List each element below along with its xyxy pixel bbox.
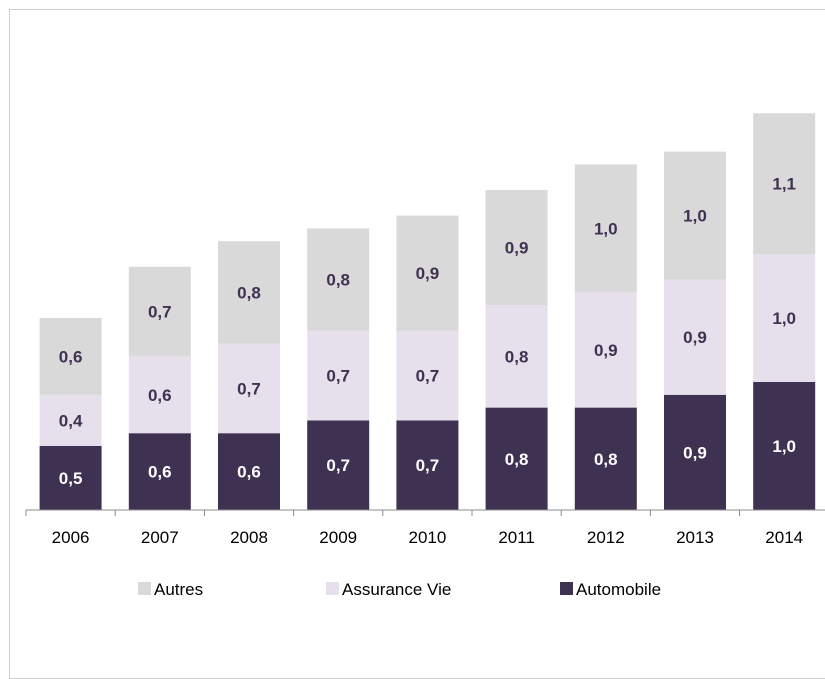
data-label-autres-2006: 0,6 — [59, 347, 83, 366]
legend-swatch-autres — [138, 582, 151, 595]
legend: Autres Assurance Vie Automobile — [138, 580, 661, 599]
data-label-assurance-vie-2007: 0,6 — [148, 386, 172, 405]
bar-automobile-2012 — [574, 407, 637, 510]
bar-automobile-2014 — [753, 382, 816, 510]
data-label-autres-2014: 1,1 — [772, 175, 796, 194]
data-label-autres-2010: 0,9 — [416, 264, 440, 283]
data-label-automobile-2011: 0,8 — [505, 450, 529, 469]
data-label-assurance-vie-2006: 0,4 — [59, 411, 83, 430]
data-label-assurance-vie-2013: 0,9 — [683, 328, 707, 347]
x-tick-label-2011: 2011 — [498, 528, 535, 547]
legend-swatch-assurance-vie — [326, 582, 339, 595]
legend-label-automobile: Automobile — [576, 580, 661, 599]
data-label-autres-2007: 0,7 — [148, 303, 172, 322]
bar-autres-2007 — [128, 266, 191, 357]
data-label-automobile-2014: 1,0 — [772, 437, 796, 456]
data-label-autres-2008: 0,8 — [237, 283, 261, 302]
data-label-autres-2011: 0,9 — [505, 239, 529, 258]
bar-automobile-2006 — [39, 446, 102, 510]
data-label-autres-2012: 1,0 — [594, 219, 618, 238]
data-label-automobile-2013: 0,9 — [683, 443, 707, 462]
bar-automobile-2009 — [307, 420, 370, 510]
bar-assurance-vie-2011 — [485, 305, 548, 408]
bar-assurance-vie-2013 — [664, 279, 726, 395]
bar-automobile-2007 — [128, 433, 191, 510]
bar-autres-2012 — [574, 164, 637, 293]
bar-automobile-2011 — [485, 407, 548, 510]
bar-autres-2013 — [664, 151, 726, 280]
bar-automobile-2010 — [396, 420, 459, 510]
x-tick-label-2010: 2010 — [408, 528, 446, 547]
data-label-autres-2009: 0,8 — [326, 271, 350, 290]
bar-autres-2010 — [396, 215, 459, 331]
bar-autres-2011 — [485, 190, 548, 306]
bar-assurance-vie-2010 — [396, 330, 459, 421]
bar-autres-2009 — [307, 228, 370, 331]
bar-assurance-vie-2009 — [307, 330, 370, 421]
data-label-automobile-2007: 0,6 — [148, 463, 172, 482]
data-label-assurance-vie-2009: 0,7 — [326, 367, 350, 386]
data-label-automobile-2010: 0,7 — [416, 456, 440, 475]
bar-assurance-vie-2014 — [753, 254, 816, 382]
legend-label-autres: Autres — [154, 580, 203, 599]
bar-autres-2008 — [218, 241, 280, 344]
bar-assurance-vie-2006 — [39, 394, 102, 446]
x-tick-label-2008: 2008 — [230, 528, 268, 547]
x-tick-label-2007: 2007 — [141, 528, 179, 547]
bars-layer: 0,5 0,4 0,6 0,6 0,6 0,7 0,6 0,7 0,8 0,7 0,7 0,8 0,7 0… — [39, 113, 816, 510]
x-tick-label-2009: 2009 — [319, 528, 357, 547]
legend-swatch-automobile — [560, 582, 573, 595]
data-label-assurance-vie-2008: 0,7 — [237, 379, 261, 398]
bar-assurance-vie-2008 — [218, 343, 280, 434]
data-label-assurance-vie-2010: 0,7 — [416, 367, 440, 386]
legend-label-assurance-vie: Assurance Vie — [342, 580, 451, 599]
data-label-autres-2013: 1,0 — [683, 207, 707, 226]
x-axis: 2006 2007 2008 2009 2010 2011 2012 2013 2014 — [25, 509, 825, 547]
data-label-automobile-2012: 0,8 — [594, 450, 618, 469]
data-label-assurance-vie-2014: 1,0 — [772, 309, 796, 328]
x-tick-label-2014: 2014 — [765, 528, 803, 547]
data-label-assurance-vie-2012: 0,9 — [594, 341, 618, 360]
bar-autres-2014 — [753, 113, 816, 254]
data-label-automobile-2009: 0,7 — [326, 456, 350, 475]
bar-assurance-vie-2012 — [574, 292, 637, 408]
x-tick-label-2006: 2006 — [52, 528, 90, 547]
x-tick-label-2012: 2012 — [587, 528, 625, 547]
x-tick-label-2013: 2013 — [676, 528, 714, 547]
bar-autres-2006 — [39, 318, 102, 395]
data-label-automobile-2008: 0,6 — [237, 463, 261, 482]
bar-automobile-2013 — [664, 394, 726, 510]
data-label-assurance-vie-2011: 0,8 — [505, 347, 529, 366]
bar-assurance-vie-2007 — [128, 356, 191, 434]
bar-automobile-2008 — [218, 433, 280, 510]
data-label-automobile-2006: 0,5 — [59, 469, 83, 488]
